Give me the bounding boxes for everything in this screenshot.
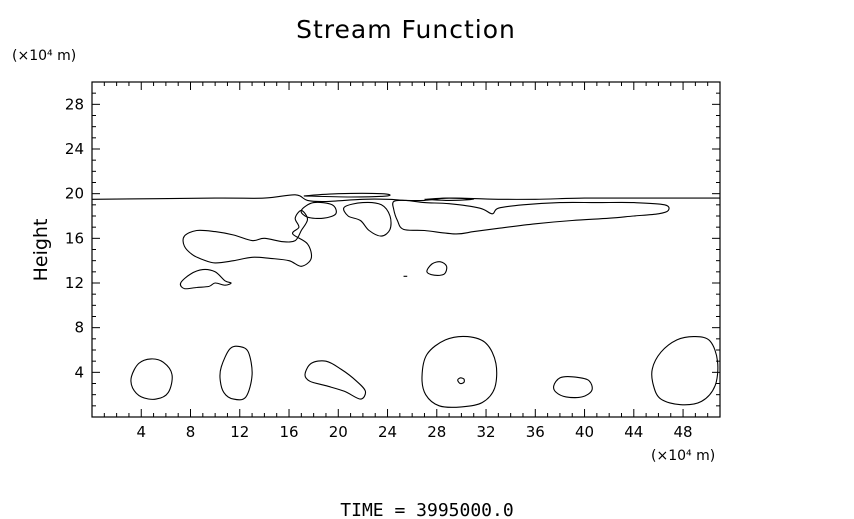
contour-line — [457, 377, 465, 385]
contour-line — [392, 199, 670, 235]
x-tick-label: 20 — [329, 423, 348, 441]
y-tick-label: 12 — [65, 274, 84, 292]
x-tick-label: 40 — [575, 423, 594, 441]
plot-frame — [91, 81, 721, 418]
x-axis-unit: (×10⁴ m) — [651, 448, 715, 464]
contour-line — [304, 360, 367, 400]
x-tick-label: 12 — [230, 423, 249, 441]
contour-line — [91, 194, 720, 203]
contour-line — [553, 376, 593, 399]
contour-line — [651, 336, 719, 406]
axis-ticks — [92, 82, 720, 417]
contour-line — [426, 261, 448, 276]
time-footer: TIME = 3995000.0 — [340, 500, 513, 519]
y-tick-label: 20 — [65, 185, 84, 203]
contour-line — [303, 192, 391, 198]
y-tick-label: 28 — [65, 95, 84, 113]
y-tick-label: 8 — [74, 319, 84, 337]
y-axis-label: Height — [30, 219, 52, 282]
contour-lines — [91, 192, 720, 408]
y-tick-label: 24 — [65, 140, 84, 158]
x-tick-label: 48 — [674, 423, 693, 441]
contour-line — [182, 209, 313, 267]
x-tick-label: 16 — [279, 423, 298, 441]
x-tick-label: 32 — [476, 423, 495, 441]
x-tick-label: 28 — [427, 423, 446, 441]
x-tick-label: 4 — [136, 423, 146, 441]
x-tick-label: 44 — [624, 423, 643, 441]
y-axis-unit: (×10⁴ m) — [12, 48, 76, 64]
y-tick-label: 4 — [74, 363, 84, 381]
x-tick-label: 8 — [186, 423, 196, 441]
contour-line — [421, 335, 498, 408]
chart-title: Stream Function — [296, 15, 516, 44]
x-tick-labels: 4 8 12 16 20 24 28 32 36 40 44 48 — [136, 423, 692, 441]
contour-line — [179, 268, 232, 290]
contour-line — [219, 345, 253, 401]
y-tick-labels: 4 8 12 16 20 24 28 — [65, 95, 84, 381]
y-tick-label: 16 — [65, 229, 84, 247]
contour-line — [130, 358, 173, 400]
x-tick-label: 36 — [526, 423, 545, 441]
contour-line — [424, 197, 475, 201]
contour-line — [343, 201, 392, 237]
x-tick-label: 24 — [378, 423, 397, 441]
